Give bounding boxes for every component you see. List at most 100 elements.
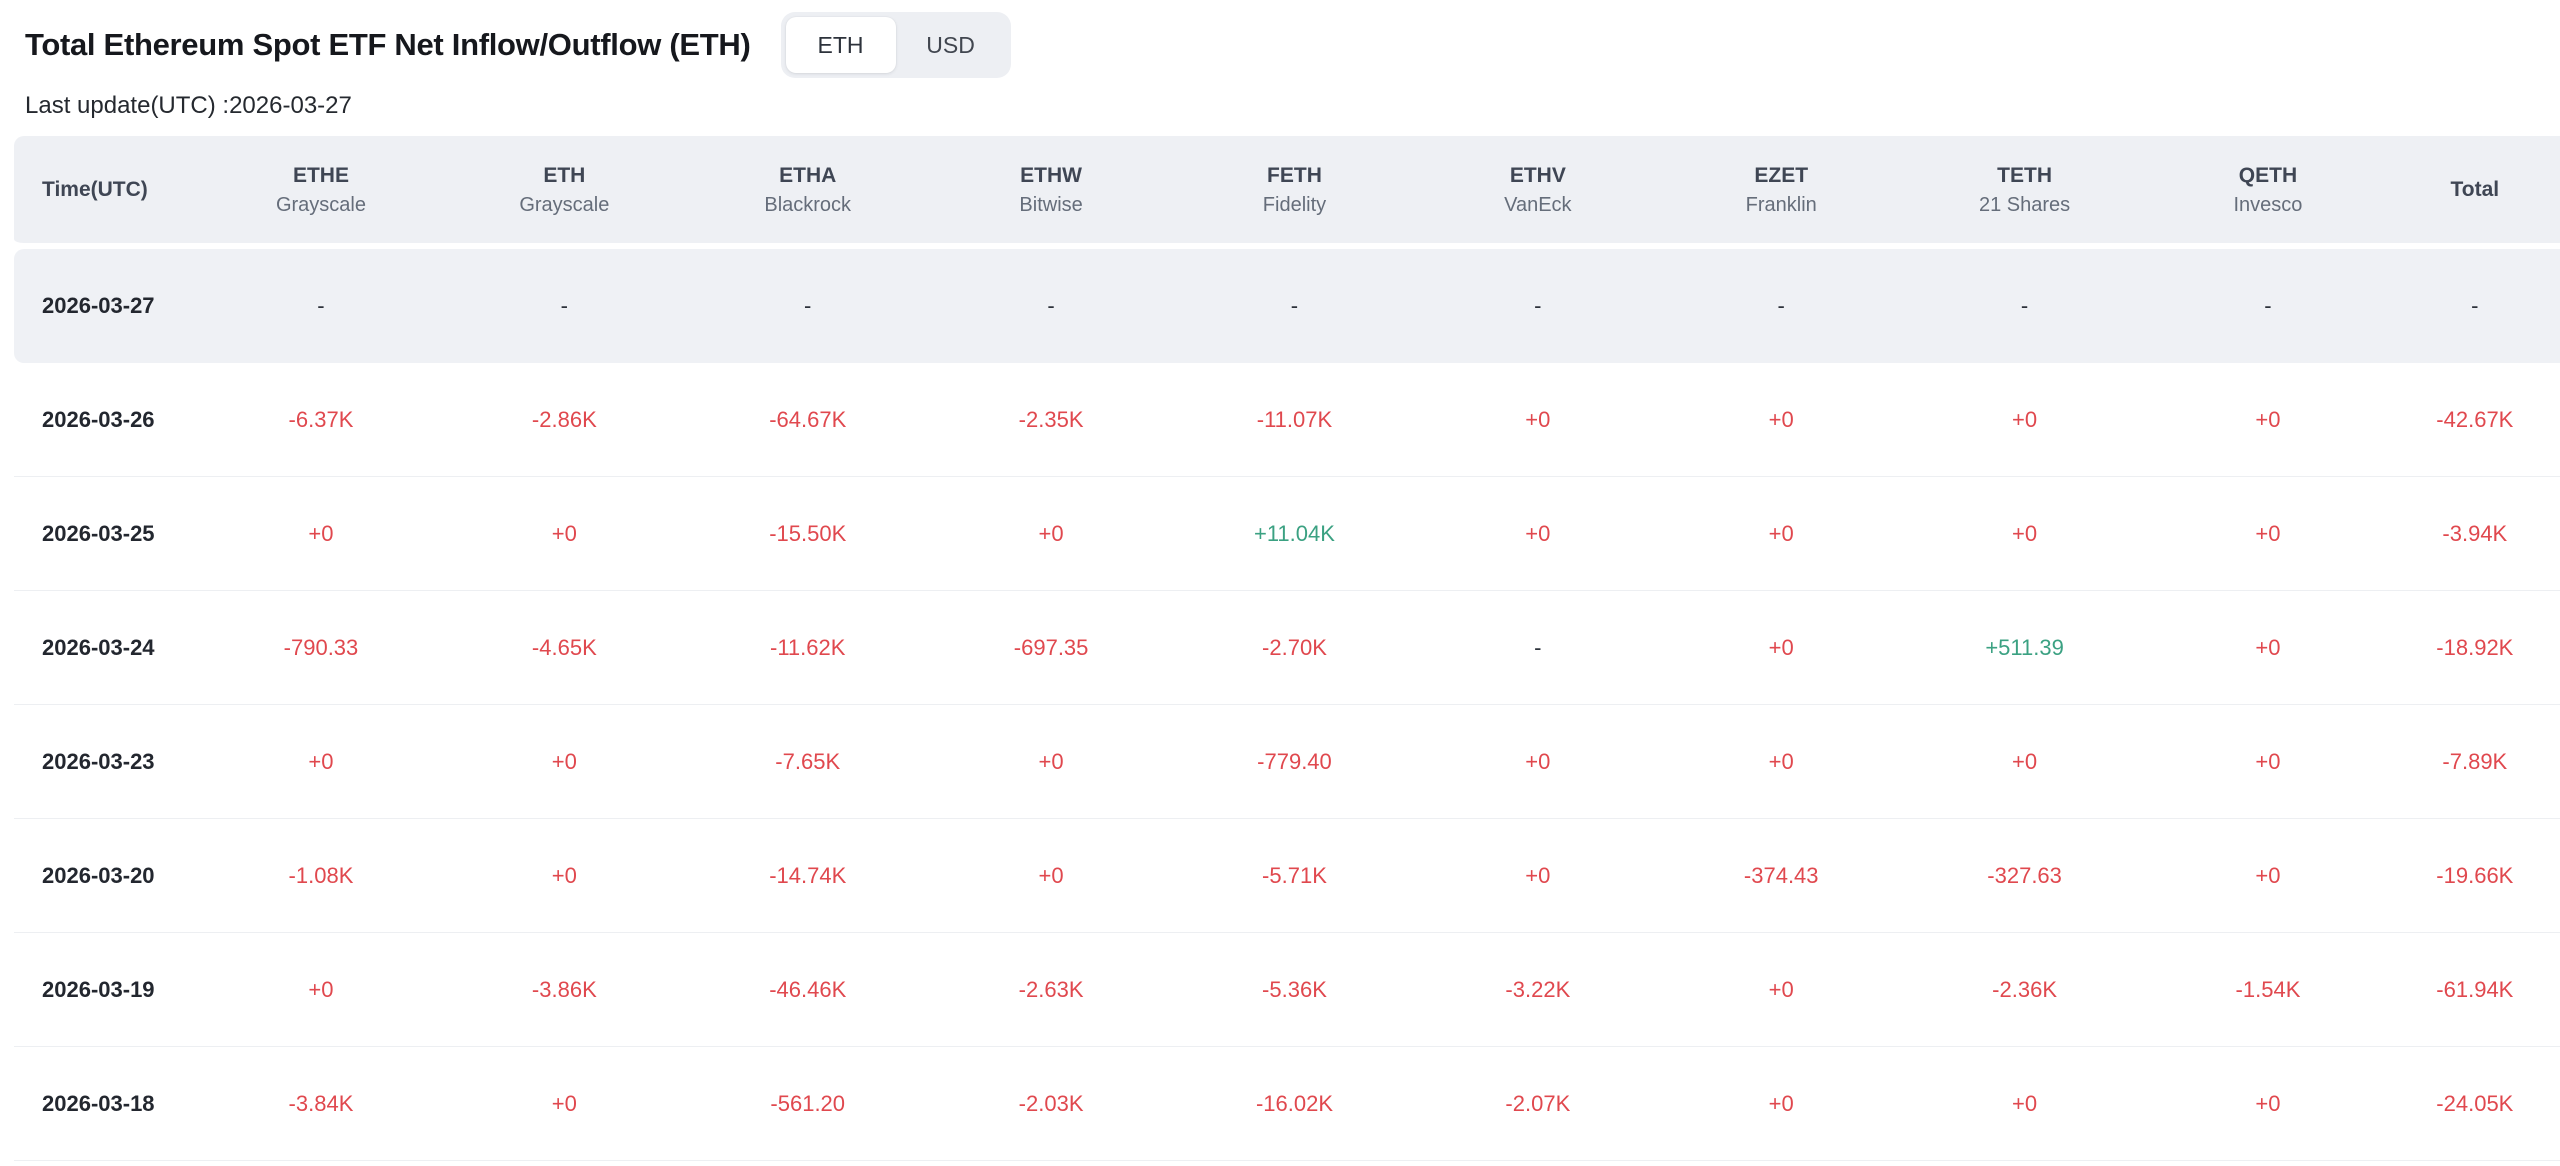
date-cell: 2026-03-23 bbox=[14, 705, 200, 819]
value-cell: +0 bbox=[442, 705, 687, 819]
column-issuer: Franklin bbox=[1745, 193, 1817, 216]
table-row: 2026-03-24 -790.33 -4.65K -11.62K -697.35 -2.… bbox=[14, 591, 2560, 705]
value-cell: - bbox=[686, 249, 930, 363]
column-header-time: Time(UTC) bbox=[14, 136, 200, 249]
table-row: 2026-03-26 -6.37K -2.86K -64.67K -2.35K -11.0… bbox=[14, 363, 2560, 477]
column-ticker: ETHE bbox=[292, 163, 349, 187]
column-ticker: ETHW bbox=[1020, 163, 1082, 187]
column-ticker: FETH bbox=[1267, 163, 1322, 187]
page-header: Total Ethereum Spot ETF Net Inflow/Outfl… bbox=[0, 0, 2560, 78]
total-cell: -3.94K bbox=[2389, 477, 2560, 591]
total-cell: -42.67K bbox=[2389, 363, 2560, 477]
value-cell: -1.54K bbox=[2146, 933, 2390, 1047]
column-ticker: QETH bbox=[2238, 163, 2298, 187]
value-cell: -374.43 bbox=[1659, 819, 1903, 933]
value-cell: -6.37K bbox=[199, 363, 443, 477]
value-cell: -4.65K bbox=[442, 591, 687, 705]
value-cell: -2.36K bbox=[1902, 933, 2147, 1047]
value-cell: -11.62K bbox=[686, 591, 930, 705]
total-cell: -7.89K bbox=[2389, 705, 2560, 819]
date-cell: 2026-03-19 bbox=[14, 933, 200, 1047]
value-cell: -2.07K bbox=[1416, 1047, 1660, 1161]
column-issuer: Blackrock bbox=[764, 193, 852, 216]
value-cell: +0 bbox=[1659, 477, 1903, 591]
value-cell: - bbox=[1902, 249, 2147, 363]
value-cell: -3.86K bbox=[442, 933, 687, 1047]
column-issuer: Invesco bbox=[2233, 193, 2303, 216]
total-cell: -24.05K bbox=[2389, 1047, 2560, 1161]
etf-flow-table-container: Time(UTC) ETHE Grayscale ETH Grayscale ETHA Bl… bbox=[14, 136, 2560, 1161]
unit-toggle: ETH USD bbox=[780, 12, 1011, 78]
value-cell: +0 bbox=[2146, 1047, 2390, 1161]
total-cell: - bbox=[2389, 249, 2560, 363]
total-cell: -19.66K bbox=[2389, 819, 2560, 933]
value-cell: +0 bbox=[1659, 1047, 1903, 1161]
page-title: Total Ethereum Spot ETF Net Inflow/Outfl… bbox=[25, 27, 751, 62]
value-cell: +0 bbox=[1416, 705, 1660, 819]
table-row: 2026-03-23 +0 +0 -7.65K +0 -779.40 +0 +0 +0 +0 -7.… bbox=[14, 705, 2560, 819]
date-cell: 2026-03-27 bbox=[14, 249, 200, 363]
value-cell: +0 bbox=[199, 933, 443, 1047]
value-cell: - bbox=[1416, 591, 1660, 705]
value-cell: +0 bbox=[1902, 705, 2147, 819]
value-cell: -790.33 bbox=[199, 591, 443, 705]
value-cell: +0 bbox=[199, 705, 443, 819]
column-issuer: Grayscale bbox=[275, 193, 366, 216]
column-header-ethe: ETHE Grayscale bbox=[199, 136, 443, 249]
value-cell: +0 bbox=[1659, 591, 1903, 705]
value-cell: - bbox=[1172, 249, 1417, 363]
value-cell: +0 bbox=[442, 1047, 687, 1161]
date-cell: 2026-03-26 bbox=[14, 363, 200, 477]
value-cell: -2.86K bbox=[442, 363, 687, 477]
table-row: 2026-03-19 +0 -3.86K -46.46K -2.63K -5.36K -3.… bbox=[14, 933, 2560, 1047]
value-cell: -2.35K bbox=[929, 363, 1173, 477]
value-cell: -11.07K bbox=[1172, 363, 1417, 477]
value-cell: +0 bbox=[929, 819, 1173, 933]
table-row: 2026-03-18 -3.84K +0 -561.20 -2.03K -16.02K -2… bbox=[14, 1047, 2560, 1161]
column-header-qeth: QETH Invesco bbox=[2146, 136, 2390, 249]
column-header-eth: ETH Grayscale bbox=[442, 136, 687, 249]
column-header-ethv: ETHV VanEck bbox=[1416, 136, 1660, 249]
table-header-row: Time(UTC) ETHE Grayscale ETH Grayscale ETHA Bl… bbox=[14, 136, 2560, 249]
value-cell: -779.40 bbox=[1172, 705, 1417, 819]
table-row: 2026-03-27- - - - - - - - - - bbox=[14, 249, 2560, 363]
value-cell: -16.02K bbox=[1172, 1047, 1417, 1161]
table-row: 2026-03-25 +0 +0 -15.50K +0 +11.04K +0 +0 +0 +0 -3… bbox=[14, 477, 2560, 591]
value-cell: -2.70K bbox=[1172, 591, 1417, 705]
column-header-ethw: ETHW Bitwise bbox=[929, 136, 1173, 249]
toggle-option-usd[interactable]: USD bbox=[926, 31, 975, 58]
total-cell: -18.92K bbox=[2389, 591, 2560, 705]
column-ticker: TETH bbox=[1997, 163, 2052, 187]
value-cell: -5.36K bbox=[1172, 933, 1417, 1047]
date-cell: 2026-03-20 bbox=[14, 819, 200, 933]
value-cell: - bbox=[442, 249, 687, 363]
value-cell: +0 bbox=[1902, 1047, 2147, 1161]
value-cell: -14.74K bbox=[686, 819, 930, 933]
column-issuer: Bitwise bbox=[1019, 193, 1083, 216]
value-cell: -1.08K bbox=[199, 819, 443, 933]
value-cell: +0 bbox=[2146, 819, 2390, 933]
value-cell: - bbox=[1416, 249, 1660, 363]
column-ticker: EZET bbox=[1754, 163, 1809, 187]
value-cell: -2.63K bbox=[929, 933, 1173, 1047]
value-cell: +0 bbox=[1659, 705, 1903, 819]
column-header-teth: TETH 21 Shares bbox=[1902, 136, 2147, 249]
date-cell: 2026-03-25 bbox=[14, 477, 200, 591]
value-cell: +0 bbox=[1659, 933, 1903, 1047]
value-cell: +11.04K bbox=[1172, 477, 1417, 591]
value-cell: +0 bbox=[1416, 819, 1660, 933]
value-cell: -46.46K bbox=[686, 933, 930, 1047]
value-cell: -3.22K bbox=[1416, 933, 1660, 1047]
value-cell: +0 bbox=[442, 819, 687, 933]
column-issuer: Fidelity bbox=[1262, 193, 1327, 216]
value-cell: +0 bbox=[929, 705, 1173, 819]
date-cell: 2026-03-24 bbox=[14, 591, 200, 705]
table-row: 2026-03-20 -1.08K +0 -14.74K +0 -5.71K +0 -374.… bbox=[14, 819, 2560, 933]
value-cell: +0 bbox=[1902, 363, 2147, 477]
value-cell: +0 bbox=[1416, 477, 1660, 591]
etf-flow-table: Time(UTC) ETHE Grayscale ETH Grayscale ETHA Bl… bbox=[14, 136, 2560, 1161]
value-cell: - bbox=[929, 249, 1173, 363]
column-issuer: 21 Shares bbox=[1979, 193, 2071, 216]
toggle-option-eth[interactable]: ETH bbox=[785, 17, 896, 73]
value-cell: -15.50K bbox=[686, 477, 930, 591]
